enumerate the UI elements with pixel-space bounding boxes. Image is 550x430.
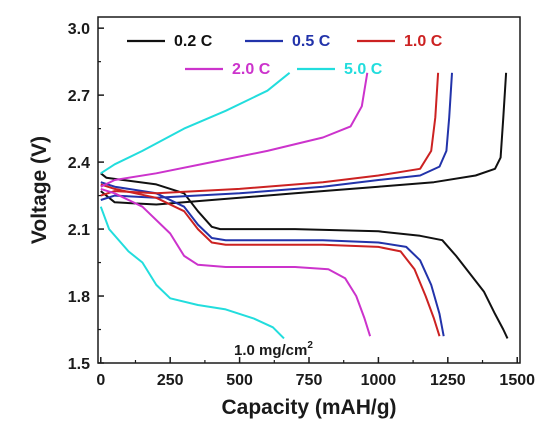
x-tick-label: 500 (226, 372, 253, 389)
x-tick-label: 0 (96, 372, 105, 389)
x-axis-title: Capacity (mAH/g) (221, 396, 396, 419)
series-1-0-c-charge (100, 72, 440, 197)
x-tick-label: 750 (296, 372, 323, 389)
x-tick-label: 1000 (361, 372, 397, 389)
series-2-0-c-charge (100, 72, 369, 188)
legend-label-0-5-c: 0.5 C (292, 33, 331, 50)
x-tick-label: 250 (157, 372, 184, 389)
series-0-5-c-charge (100, 72, 453, 201)
series-0-5-c-discharge (100, 181, 445, 337)
y-tick-label: 1.5 (68, 356, 90, 373)
series-2-0-c-discharge (100, 187, 372, 337)
legend-label-1-0-c: 1.0 C (404, 33, 443, 50)
y-tick-label: 3.0 (68, 21, 90, 38)
series-1-0-c-discharge (100, 183, 441, 337)
series-0-2-c-discharge (100, 172, 509, 339)
x-tick-label: 1250 (430, 372, 466, 389)
loading-annotation: 1.0 mg/cm2 (234, 340, 313, 359)
series-5-0-c-discharge (99, 206, 285, 340)
series-layer (99, 72, 509, 340)
loading-annotation-sup: 2 (307, 340, 313, 351)
legend-label-5-0-c: 5.0 C (344, 61, 383, 78)
y-tick-label: 2.4 (68, 155, 90, 172)
legend: 0.2 C 0.5 C 1.0 C 2.0 C 5.0 C (127, 33, 443, 78)
y-tick-label: 2.7 (68, 88, 90, 105)
y-tick-label: 1.8 (68, 289, 90, 306)
legend-label-0-2-c: 0.2 C (174, 33, 213, 50)
series-5-0-c-charge (100, 72, 291, 175)
series-0-2-c-charge (100, 72, 508, 206)
y-tick-label: 2.1 (68, 222, 90, 239)
y-axis-title: Voltage (V) (28, 136, 51, 244)
ticks: 0 250 500 750 1000 1250 1500 1.5 1.8 2.1 2.4 2.7 3.0 (68, 21, 535, 389)
loading-annotation-text: 1.0 mg/cm (234, 342, 307, 359)
legend-label-2-0-c: 2.0 C (232, 61, 271, 78)
x-tick-label: 1500 (499, 372, 535, 389)
